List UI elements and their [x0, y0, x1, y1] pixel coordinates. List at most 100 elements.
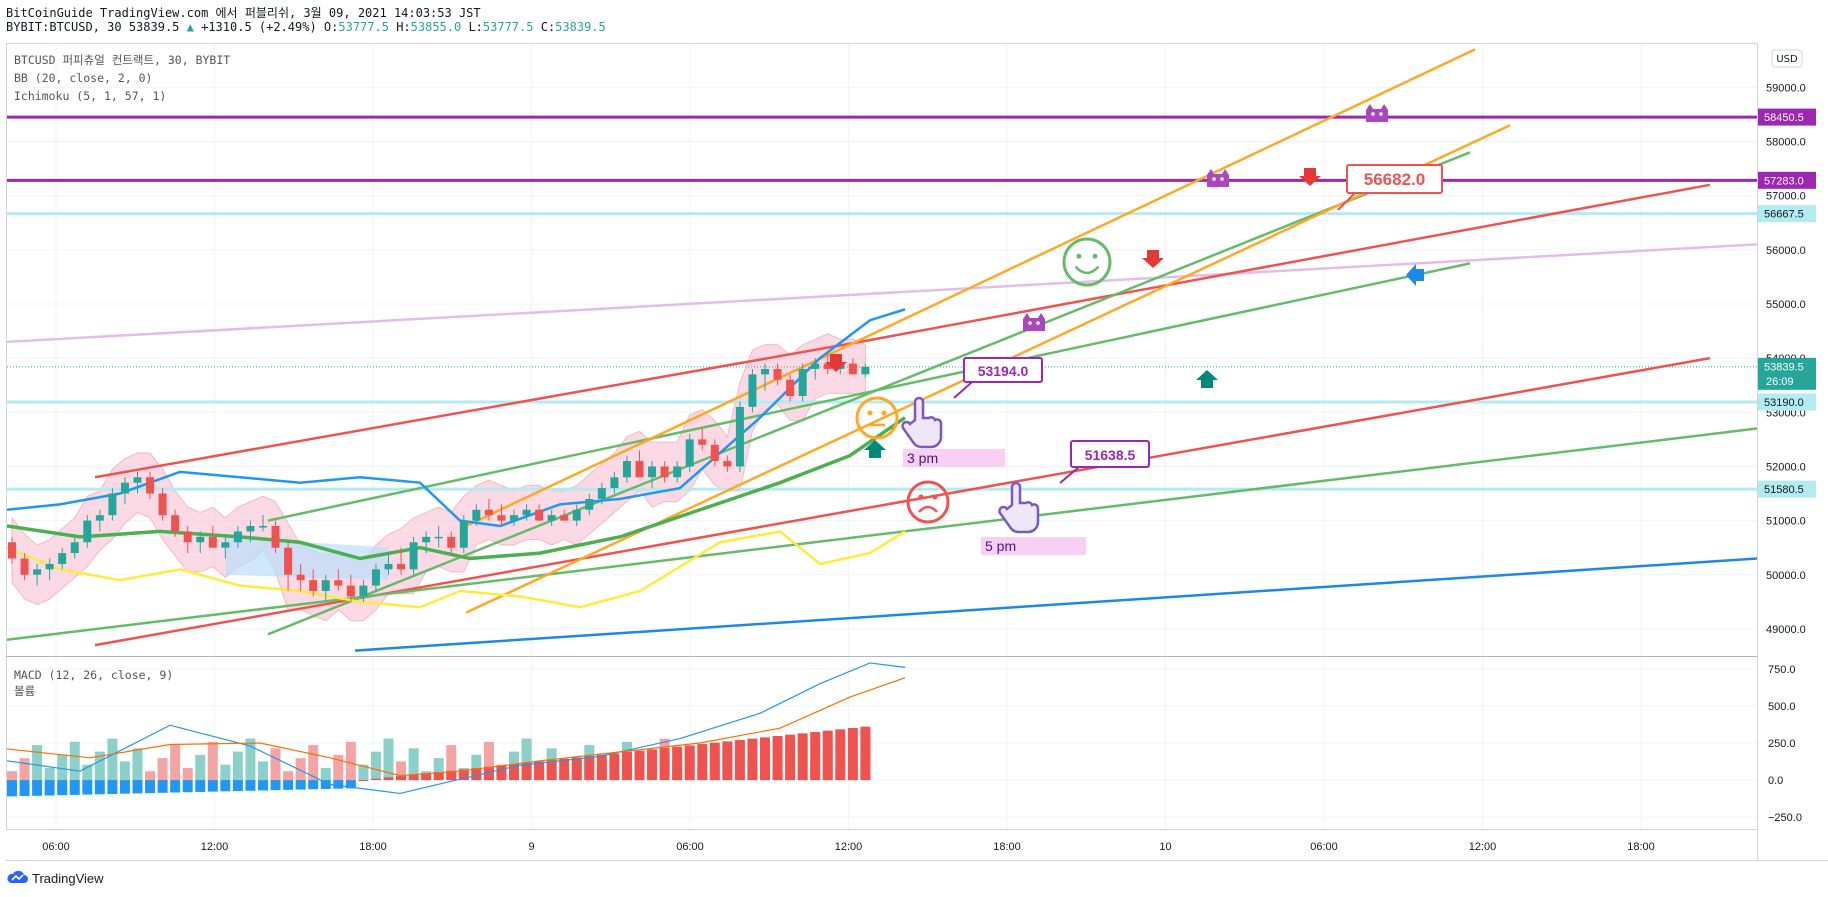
trend-line — [354, 557, 1757, 652]
macd-histogram-bar — [697, 744, 708, 781]
left-arrow-icon — [1406, 264, 1424, 286]
candle-body — [20, 558, 29, 575]
candle-body — [397, 563, 406, 570]
legend-volume: 볼륨 — [14, 684, 35, 698]
macd-tick-label: −250.0 — [1768, 812, 1802, 824]
candle-body — [83, 520, 92, 543]
signal-line — [7, 677, 906, 777]
drawings: 3 pm 5 pm 56682.0 53194.0 51638.5 — [825, 104, 1443, 555]
macd-histogram-bar — [245, 780, 256, 791]
volume-bar — [82, 764, 93, 781]
price-label-text: 58450.5 — [1764, 112, 1804, 124]
macd-histogram-bar — [734, 740, 745, 781]
candle-body — [58, 553, 67, 564]
countdown-label: 26:09 — [1766, 376, 1794, 388]
macd-histogram-bar — [32, 780, 43, 796]
macd-histogram-bar — [57, 780, 68, 796]
macd-histogram-bar — [333, 780, 344, 789]
macd-histogram-bar — [396, 776, 407, 781]
candle-body — [572, 509, 581, 521]
macd-histogram-bar — [584, 756, 595, 781]
price-label-bg — [1758, 171, 1816, 189]
x-tick-label: 06:00 — [42, 841, 70, 853]
price-label-bg — [1758, 393, 1816, 411]
price-label-bg — [1758, 357, 1816, 390]
volume-bar — [7, 771, 17, 781]
candle-body — [497, 515, 506, 521]
candle-body — [861, 366, 870, 375]
macd-histogram-bar — [295, 780, 306, 790]
macd-histogram-bar — [760, 737, 770, 781]
smiley-happy-icon — [1062, 237, 1112, 287]
ohlc-l-val: 53777.5 — [482, 20, 534, 34]
macd-histogram-bar — [559, 758, 570, 781]
cat-icon-eye — [1371, 112, 1375, 116]
macd-histogram-bar — [433, 772, 444, 781]
volume-bar — [195, 754, 206, 781]
price-label-bg — [1758, 205, 1816, 223]
smiley-sad-icon-mouth — [918, 505, 938, 513]
callout-box — [1070, 440, 1150, 468]
macd-histogram-bar — [534, 761, 545, 781]
callout-label: 56682.0 — [1364, 170, 1425, 189]
macd-histogram-bar — [483, 766, 494, 781]
volume-bar — [232, 751, 243, 781]
y-tick-label: 55000.0 — [1766, 299, 1806, 311]
cat-icon-eye — [1220, 177, 1224, 181]
y-tick-label: 51000.0 — [1766, 516, 1806, 528]
price-axis[interactable]: 59000.058000.057000.056000.055000.054000… — [1766, 49, 1806, 636]
volume-bar — [270, 748, 281, 781]
macd-histogram-bar — [82, 780, 93, 795]
grid — [7, 44, 1757, 829]
macd-pane — [7, 662, 906, 797]
candle-body — [610, 477, 619, 489]
macd-histogram-bar — [358, 780, 369, 782]
macd-histogram-bar — [772, 736, 783, 781]
price-label-text: 56667.5 — [1764, 209, 1804, 221]
smiley-neutral-icon-eye — [867, 410, 873, 416]
time-axis[interactable]: 06:00 12:00 18:00 9 06:00 12:00 18:00 10 06:00 12… — [42, 841, 1655, 853]
macd-histogram-bar — [383, 777, 394, 781]
macd-histogram-bar — [722, 741, 733, 781]
price-label-text: 51580.5 — [1764, 484, 1804, 496]
x-tick-label: 06:00 — [676, 841, 704, 853]
volume-bar — [220, 764, 231, 781]
candle-body — [510, 515, 518, 521]
macd-histogram-bar — [145, 780, 156, 794]
macd-histogram-bar — [182, 780, 193, 793]
candle-body — [133, 477, 142, 483]
candle-body — [823, 363, 832, 369]
macd-histogram-bar — [446, 770, 457, 781]
volume-bar — [283, 771, 294, 781]
y-tick-label: 56000.0 — [1766, 245, 1806, 257]
volume-bar — [258, 761, 268, 781]
macd-tick-label: 500.0 — [1768, 701, 1796, 713]
macd-histogram-bar — [107, 780, 118, 795]
x-tick-label: 12:00 — [1469, 841, 1497, 853]
candle-body — [95, 515, 104, 521]
callout-box — [1346, 164, 1443, 194]
macd-histogram-bar — [320, 780, 331, 789]
candle-body — [208, 536, 217, 548]
candle-body — [622, 461, 631, 478]
down-arrow-icon — [1142, 250, 1164, 268]
candle-body — [359, 585, 368, 597]
tradingview-brand[interactable]: TradingView — [6, 868, 104, 888]
candles — [8, 352, 870, 602]
time-note-label: 5 pm — [985, 538, 1016, 554]
candle-body — [409, 542, 418, 570]
macd-histogram-bar — [270, 780, 281, 791]
x-tick-label: 18:00 — [993, 841, 1021, 853]
macd-histogram-bar — [621, 752, 632, 781]
candle-body — [158, 493, 167, 516]
callout-label: 53194.0 — [978, 363, 1029, 379]
legend-ichimoku: Ichimoku (5, 1, 57, 1) — [14, 89, 166, 103]
candle-body — [422, 536, 431, 543]
candle-body — [761, 368, 769, 375]
symbol-header: BYBIT:BTCUSD, 30 53839.5 ▲ +1310.5 (+2.4… — [6, 20, 606, 34]
volume-bar — [44, 767, 55, 781]
candle-body — [45, 563, 54, 570]
macd-histogram-bar — [684, 745, 695, 781]
cat-icon — [1207, 169, 1229, 187]
